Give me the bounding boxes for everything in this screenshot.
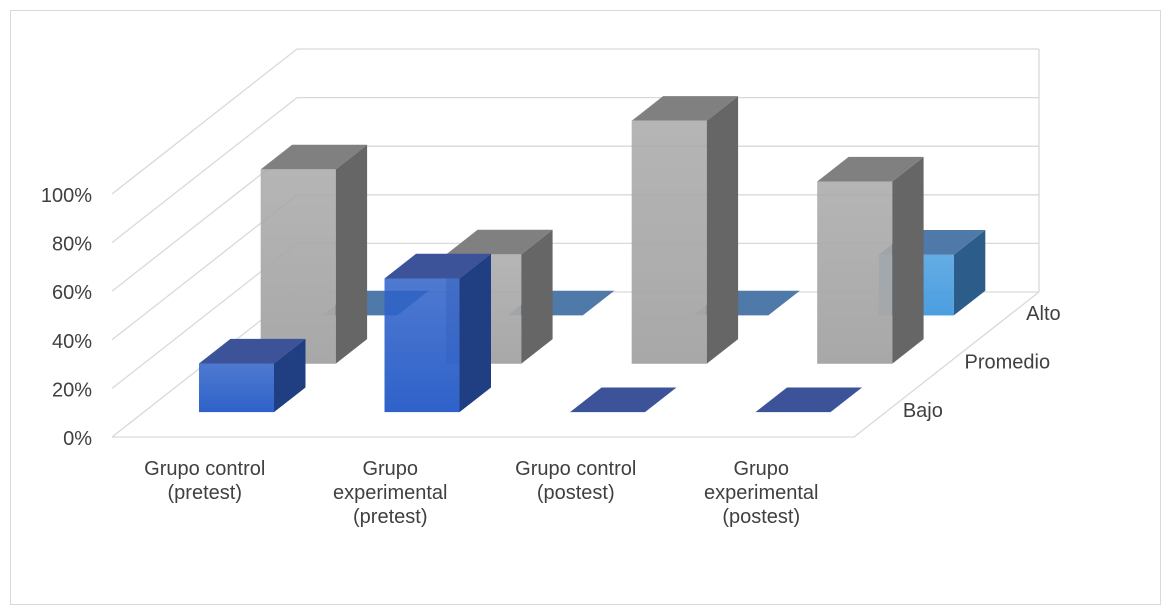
bar-promedio-0 bbox=[260, 144, 368, 364]
series-label: Promedio bbox=[965, 352, 1051, 374]
category-label: Grupo control (pretest) bbox=[144, 458, 265, 504]
floor-edge bbox=[112, 291, 1040, 438]
category-label: Grupo experimental (postest) bbox=[704, 458, 819, 528]
bar-promedio-2 bbox=[631, 96, 739, 364]
y-tick-label: 60% bbox=[52, 282, 92, 304]
y-tick-label: 20% bbox=[52, 379, 92, 401]
y-tick-label: 0% bbox=[63, 428, 92, 450]
bar-bajo-3 bbox=[755, 387, 862, 413]
category-label: Grupo experimental (pretest) bbox=[333, 458, 448, 528]
series-label: Bajo bbox=[903, 400, 943, 422]
gridline bbox=[111, 96, 1039, 244]
y-tick-label: 40% bbox=[52, 331, 92, 353]
bar-bajo-1 bbox=[384, 253, 491, 413]
bar-bajo-2 bbox=[570, 387, 677, 413]
series-label: Alto bbox=[1026, 303, 1060, 325]
category-label: Grupo control (postest) bbox=[515, 458, 636, 504]
gridline bbox=[111, 48, 1039, 195]
bar-promedio-3 bbox=[817, 156, 924, 364]
bar-bajo-0 bbox=[199, 338, 306, 413]
y-tick-label: 100% bbox=[41, 185, 92, 207]
y-tick-label: 80% bbox=[52, 234, 92, 256]
